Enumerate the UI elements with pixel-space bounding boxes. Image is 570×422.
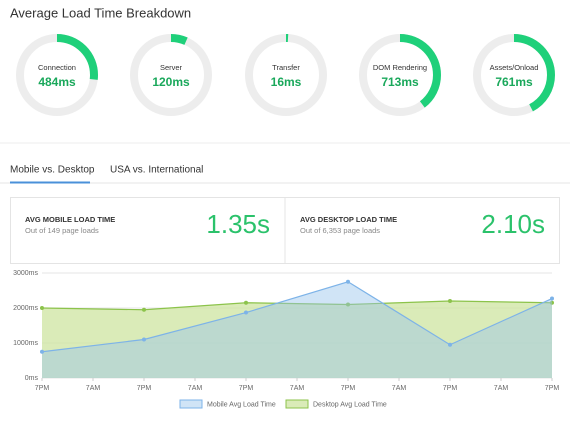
stat-subtitle: Out of 149 page loads bbox=[25, 226, 99, 235]
point bbox=[40, 349, 44, 354]
legend-label: Desktop Avg Load Time bbox=[313, 401, 387, 408]
x-tick-label: 7AM bbox=[290, 385, 305, 392]
gauge-value: 713ms bbox=[381, 75, 419, 89]
gauge-value: 761ms bbox=[495, 75, 533, 89]
point bbox=[550, 300, 554, 305]
x-tick-label: 7AM bbox=[188, 385, 203, 392]
gauge-arc bbox=[245, 34, 327, 116]
y-tick-label: 2000ms bbox=[13, 305, 38, 312]
tab[interactable]: USA vs. International bbox=[110, 165, 203, 176]
stat-title: AVG DESKTOP LOAD TIME bbox=[300, 215, 397, 224]
x-tick-label: 7PM bbox=[443, 385, 458, 392]
gauge-label: DOM Rendering bbox=[373, 63, 427, 72]
gauge-arc bbox=[473, 34, 555, 116]
x-tick-label: 7AM bbox=[392, 385, 407, 392]
point bbox=[142, 307, 146, 312]
stat-title: AVG MOBILE LOAD TIME bbox=[25, 215, 115, 224]
x-tick-label: 7PM bbox=[137, 385, 152, 392]
point bbox=[346, 279, 350, 284]
stat-subtitle: Out of 6,353 page loads bbox=[300, 226, 380, 235]
tab-active[interactable]: Mobile vs. Desktop bbox=[10, 165, 95, 176]
point bbox=[142, 337, 146, 342]
gauge-value: 16ms bbox=[271, 75, 302, 89]
legend-swatch bbox=[179, 399, 203, 409]
gauge-arc bbox=[359, 34, 441, 116]
line bbox=[41, 300, 553, 311]
gauge-label: Transfer bbox=[272, 63, 300, 72]
x-tick-label: 7PM bbox=[341, 385, 356, 392]
gauge-value: 484ms bbox=[38, 75, 76, 89]
gauge-label: Server bbox=[160, 63, 183, 72]
x-tick-label: 7AM bbox=[494, 385, 509, 392]
gauge-value: 120ms bbox=[152, 75, 190, 89]
legend-label: Mobile Avg Load Time bbox=[207, 401, 276, 408]
line bbox=[41, 281, 553, 353]
area bbox=[42, 281, 552, 378]
gauge-label: Connection bbox=[38, 63, 76, 72]
gauge-label: Assets/Onload bbox=[490, 63, 539, 72]
legend-swatch bbox=[285, 399, 309, 409]
point bbox=[244, 300, 248, 305]
point bbox=[244, 310, 248, 315]
point bbox=[448, 342, 452, 347]
page-title: Average Load Time Breakdown bbox=[10, 5, 191, 20]
stat-value: 1.35s bbox=[206, 209, 270, 239]
x-tick-label: 7AM bbox=[86, 385, 101, 392]
x-tick-label: 7PM bbox=[35, 385, 50, 392]
x-tick-label: 7PM bbox=[545, 385, 560, 392]
stat-value: 2.10s bbox=[481, 209, 545, 239]
point bbox=[550, 296, 554, 301]
area bbox=[42, 301, 552, 378]
x-tick-label: 7PM bbox=[239, 385, 254, 392]
y-tick-label: 3000ms bbox=[13, 270, 38, 277]
point bbox=[448, 299, 452, 303]
gauge-arc bbox=[130, 34, 212, 116]
y-tick-label: 0ms bbox=[25, 375, 39, 382]
y-tick-label: 1000ms bbox=[13, 340, 38, 347]
gauge-arc bbox=[16, 34, 98, 116]
point bbox=[40, 306, 44, 310]
point bbox=[346, 302, 350, 307]
